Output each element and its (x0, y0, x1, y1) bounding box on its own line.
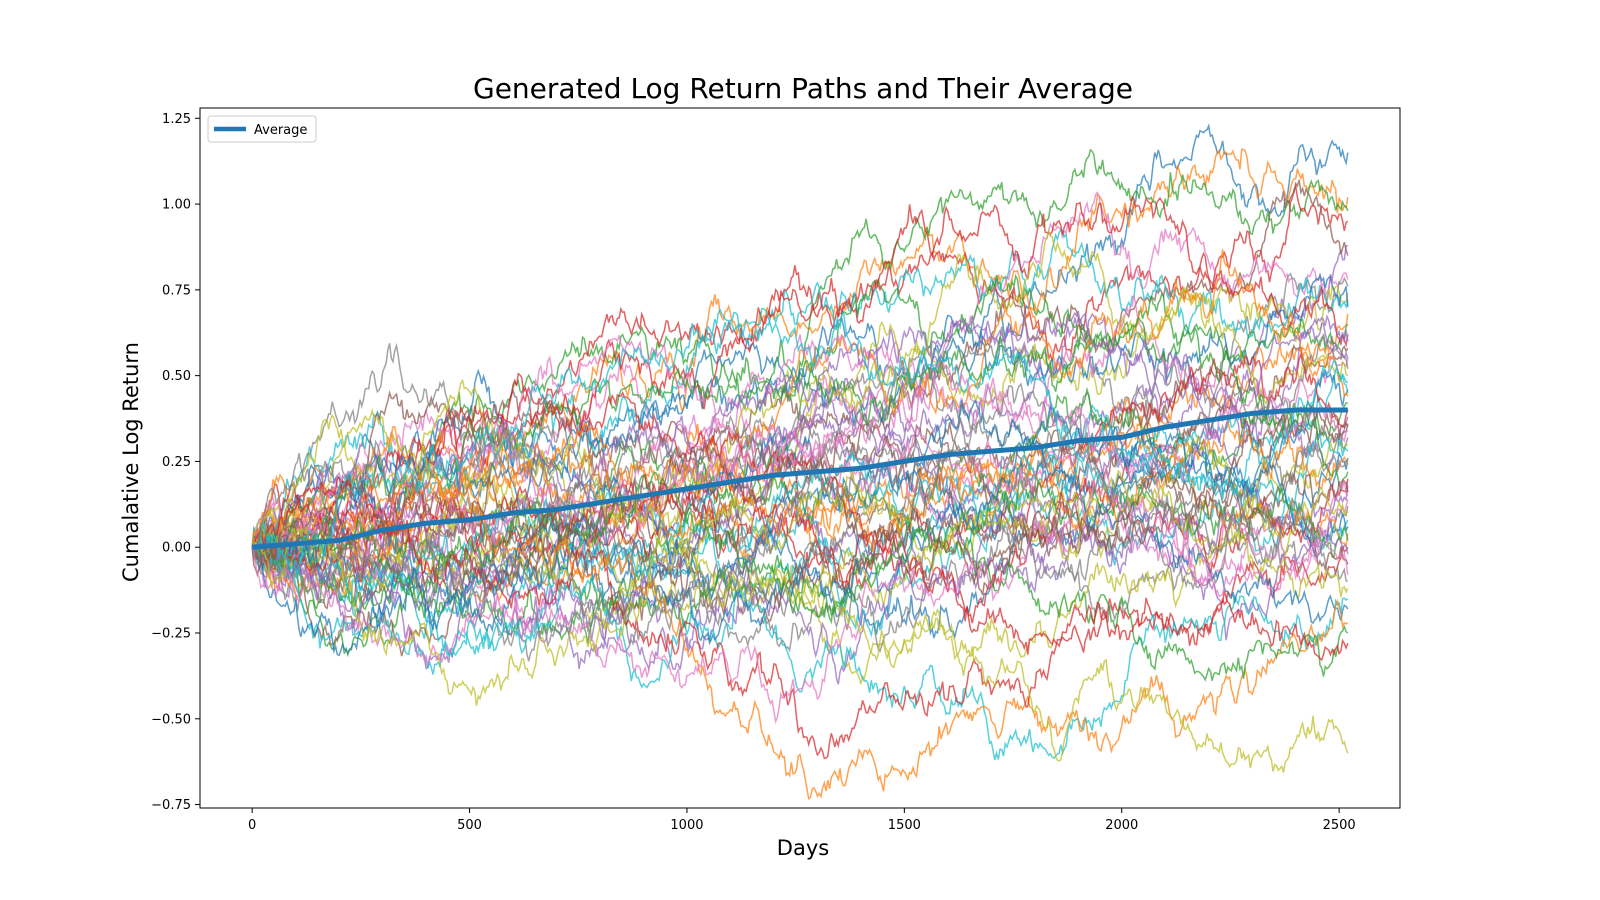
path-line (251, 404, 1349, 616)
path-line (251, 314, 1349, 566)
legend: Average (207, 115, 317, 143)
paths-layer (251, 123, 1349, 801)
y-tick-label: −0.50 (151, 712, 191, 727)
plot-frame (199, 107, 1401, 809)
path-line (251, 382, 1348, 632)
path-line (251, 451, 1349, 604)
y-axis: −0.75 −0.50 −0.25 0.00 0.25 0.50 0.75 1.00 1.25 (151, 112, 200, 813)
x-tick-label: 0 (248, 818, 256, 833)
path-line (251, 509, 1349, 773)
path-line (251, 435, 1349, 657)
average-line (252, 407, 1348, 550)
x-tick-label: 1500 (888, 818, 921, 833)
legend-label-average: Average (254, 123, 307, 138)
x-tick-label: 500 (457, 818, 482, 833)
average-layer (252, 407, 1348, 550)
x-tick-label: 1000 (670, 818, 703, 833)
y-tick-label: 0.75 (162, 283, 191, 298)
path-line (251, 378, 1349, 600)
y-axis-label: Cumalative Log Return (119, 342, 143, 582)
path-line (251, 398, 1349, 586)
y-tick-label: 0.25 (162, 455, 191, 470)
path-line (251, 505, 1349, 653)
x-axis: 0 500 1000 1500 2000 2500 (248, 808, 1356, 833)
path-line (251, 471, 1349, 682)
path-line (251, 533, 1349, 761)
legend-box (207, 115, 317, 143)
path-line (252, 195, 1349, 548)
path-line (251, 310, 1349, 601)
path-line (251, 475, 1349, 760)
y-tick-label: −0.25 (151, 627, 191, 642)
path-line (251, 466, 1349, 725)
y-tick-label: 0.50 (162, 369, 191, 384)
path-line (251, 372, 1349, 624)
x-tick-label: 2500 (1323, 818, 1356, 833)
x-tick-label: 2000 (1105, 818, 1138, 833)
y-tick-label: −0.75 (151, 798, 191, 813)
y-tick-label: 1.25 (162, 112, 191, 127)
chart-title: Generated Log Return Paths and Their Ave… (473, 72, 1133, 105)
y-tick-label: 0.00 (162, 541, 191, 556)
x-axis-label: Days (777, 836, 829, 860)
y-tick-label: 1.00 (162, 198, 191, 213)
path-line (252, 307, 1349, 580)
